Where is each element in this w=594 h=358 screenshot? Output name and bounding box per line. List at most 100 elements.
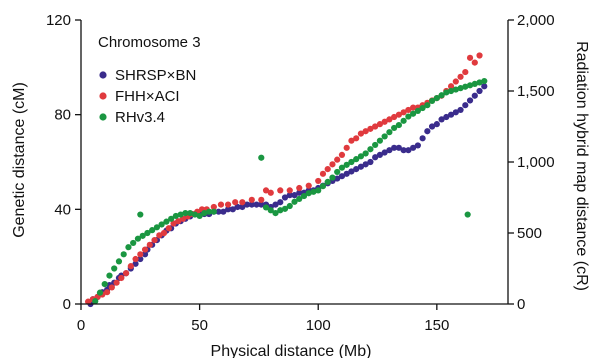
data-point [395,144,402,151]
data-point [132,255,139,263]
data-point [170,220,177,227]
y2-tick-label: 2,000 [517,12,555,29]
data-point [220,208,227,215]
data-point [96,289,104,296]
x-tick-label: 0 [77,317,85,334]
data-point [471,80,478,87]
data-point [296,195,303,203]
data-point [168,215,175,222]
data-point [376,151,383,158]
data-point [132,260,139,267]
data-point [103,289,111,296]
data-point [101,281,108,288]
legend-marker [99,92,107,100]
data-point [334,156,341,163]
data-point [457,85,464,92]
data-point [300,192,308,200]
data-point [457,73,464,80]
data-point [286,192,293,199]
data-point [367,125,374,132]
data-point [215,208,222,215]
data-point [419,135,426,142]
data-point [141,251,149,258]
data-point [122,270,130,277]
data-point [262,204,270,211]
data-point [405,106,412,114]
x-axis-label: Physical distance (Mb) [211,343,372,358]
data-point [324,166,331,173]
legend: SHRSP×BN FHH×ACI RHv3.4 [99,67,196,126]
data-point [224,201,232,208]
data-point [362,150,369,157]
data-point [175,218,182,225]
data-point [262,187,270,194]
data-point [149,227,156,234]
data-point [305,190,312,197]
data-point [471,92,478,99]
data-point [137,251,144,258]
data-point [277,207,284,214]
data-point [419,104,426,112]
y-tick-label: 0 [63,296,71,313]
data-point [139,232,146,239]
data-point [127,263,134,270]
data-point [182,210,189,217]
data-point [462,83,469,90]
data-point [224,206,232,213]
data-point [362,128,369,135]
y-tick-label: 120 [46,12,71,29]
x-tick-label: 100 [306,317,331,334]
data-point [272,201,279,208]
data-point [267,189,274,196]
data-point [372,123,379,130]
data-point [201,210,208,217]
data-point [232,199,239,206]
x-tick-label: 150 [424,317,449,334]
data-point [372,141,379,149]
data-point [163,218,170,225]
data-point [400,117,407,124]
data-point [324,178,331,185]
data-point [115,258,123,265]
data-point [334,168,341,176]
data-point [447,87,455,95]
data-point [391,124,398,132]
chart-annotation: Chromosome 3 [98,34,201,51]
data-point [125,244,132,251]
data-point [395,121,402,129]
data-point [141,246,149,253]
data-point [338,173,346,180]
data-point [137,211,144,218]
data-point [319,170,327,177]
data-point [405,147,412,154]
data-point [210,203,217,211]
data-point [372,154,379,161]
data-point [367,158,374,166]
data-point [106,272,113,279]
data-point [357,163,365,170]
data-point [405,113,412,120]
data-point [357,130,365,137]
data-point [206,208,213,215]
data-point [146,241,153,248]
data-point [476,52,483,59]
data-point [291,198,298,205]
data-point [191,211,198,218]
data-point [277,187,284,194]
data-point [315,187,322,194]
data-point [111,265,118,272]
data-point [414,107,421,114]
data-point [210,208,217,215]
data-point [248,201,255,208]
y2-tick-label: 500 [517,225,542,242]
data-point [386,147,393,154]
data-point [386,116,393,123]
data-point [471,59,478,66]
data-point [400,109,407,116]
legend-label: SHRSP×BN [115,67,196,84]
legend-marker [99,71,107,79]
data-point [357,153,365,160]
data-point [466,54,474,61]
legend-marker [99,113,107,121]
data-point [267,207,274,214]
